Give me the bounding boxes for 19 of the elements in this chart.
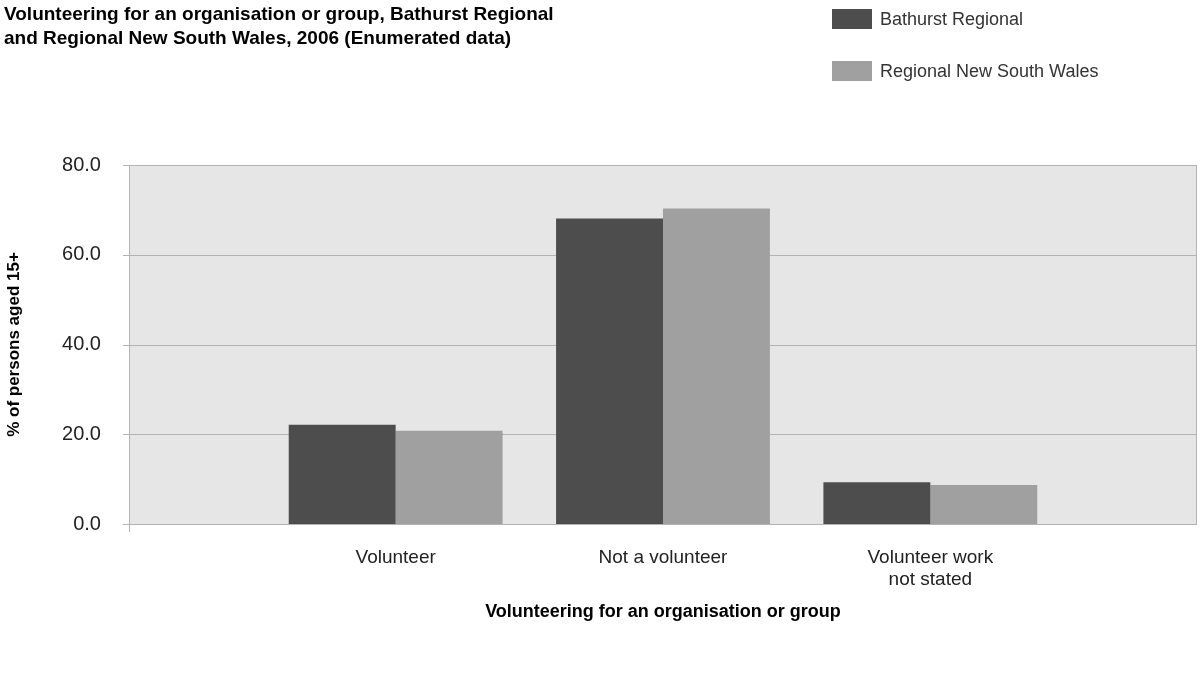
y-axis-title: % of persons aged 15+	[3, 252, 23, 437]
y-tick-label: 20.0	[62, 421, 101, 444]
bar	[395, 430, 503, 524]
bar	[930, 484, 1038, 524]
x-tick-label: Volunteer	[355, 545, 437, 567]
bar	[288, 424, 396, 524]
y-tick-label: 60.0	[62, 242, 101, 265]
y-tick-label: 40.0	[62, 332, 101, 355]
bar	[556, 218, 663, 524]
x-axis-title: Volunteering for an organisation or group	[485, 601, 841, 622]
legend-label: Regional New South Wales	[880, 60, 1099, 82]
x-tick-label: Not a volunteer	[598, 545, 729, 567]
bar	[663, 208, 770, 524]
x-tick-label: Volunteer work not stated	[867, 545, 994, 590]
chart-title: Volunteering for an organisation or group, Bathurst Regional and Regional New South Wales, 2006 (Enumerated data)	[4, 2, 555, 50]
y-tick-label: 80.0	[62, 152, 101, 175]
legend-label: Bathurst Regional	[880, 8, 1024, 30]
bar	[823, 482, 931, 524]
y-tick-label: 0.0	[73, 511, 101, 534]
